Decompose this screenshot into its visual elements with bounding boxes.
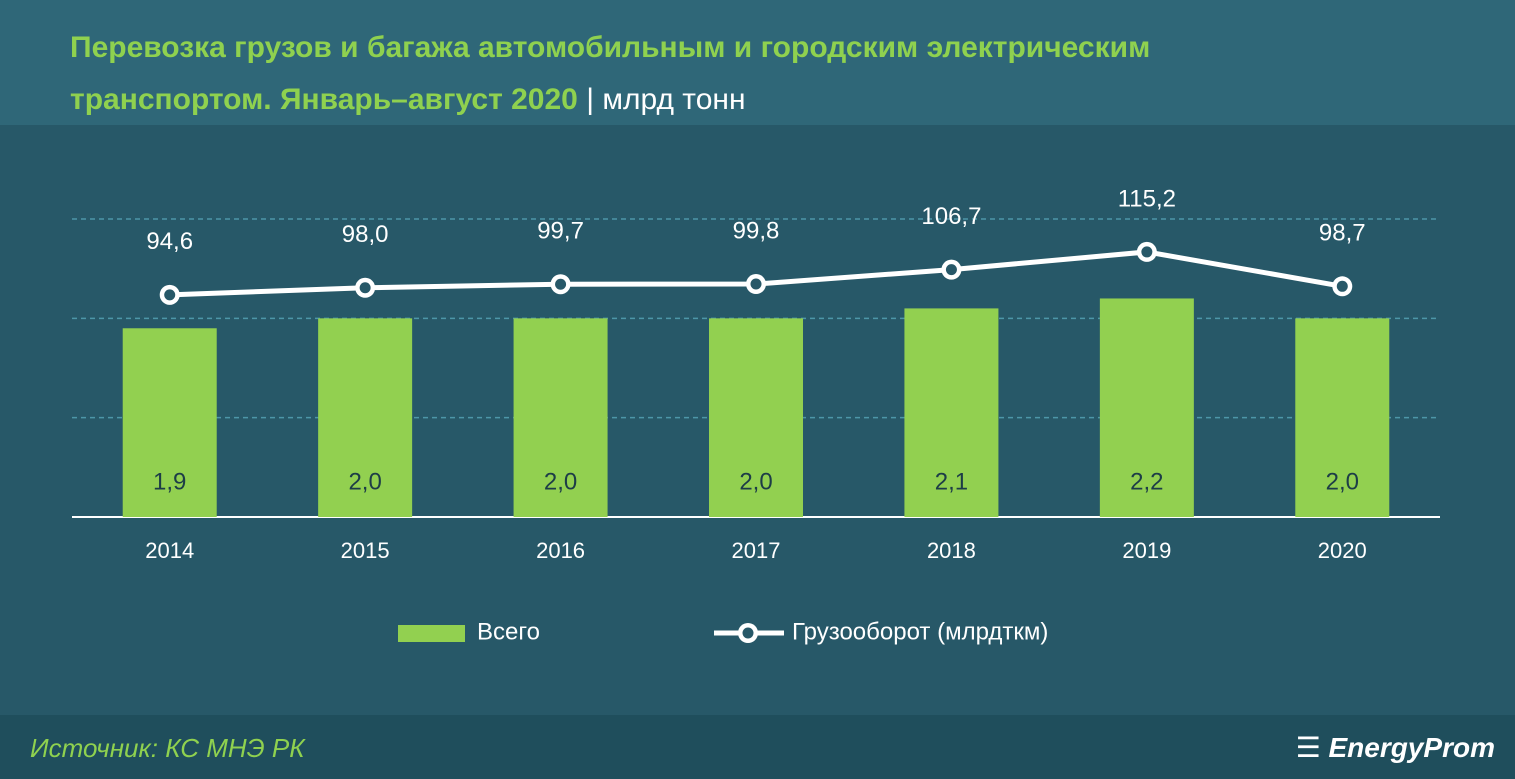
logo-icon: ☰ bbox=[1295, 732, 1321, 763]
bar-value-label: 2,0 bbox=[544, 468, 577, 495]
line-point-inner bbox=[1336, 280, 1348, 292]
line-point-inner bbox=[164, 289, 176, 301]
line-point-inner bbox=[1141, 246, 1153, 258]
bar-value-label: 2,0 bbox=[739, 468, 772, 495]
bar bbox=[1099, 298, 1194, 517]
legend-marker-inner bbox=[742, 627, 754, 639]
line-value-label: 115,2 bbox=[1118, 185, 1176, 212]
line-point-inner bbox=[555, 278, 567, 290]
title-text: Перевозка грузов и багажа автомобильным … bbox=[70, 31, 1151, 116]
x-tick-label: 2019 bbox=[1122, 538, 1171, 563]
line-point-inner bbox=[945, 264, 957, 276]
chart-title: Перевозка грузов и багажа автомобильным … bbox=[70, 22, 1270, 126]
x-tick-label: 2014 bbox=[145, 538, 194, 563]
x-tick-label: 2016 bbox=[536, 538, 585, 563]
source: Источник: КС МНЭ РК bbox=[30, 733, 305, 763]
line-value-label: 98,7 bbox=[1319, 220, 1366, 247]
line-value-label: 94,6 bbox=[146, 228, 193, 255]
legend-swatch bbox=[398, 625, 465, 642]
line-value-label: 99,8 bbox=[733, 217, 780, 244]
x-tick-label: 2015 bbox=[341, 538, 390, 563]
line-value-label: 106,7 bbox=[921, 203, 981, 230]
line-point-inner bbox=[750, 278, 762, 290]
bar bbox=[318, 318, 413, 517]
bar bbox=[122, 328, 217, 517]
bar-value-label: 2,2 bbox=[1130, 468, 1163, 495]
x-tick-label: 2018 bbox=[927, 538, 976, 563]
bar-value-label: 2,0 bbox=[348, 468, 381, 495]
header: Перевозка грузов и багажа автомобильным … bbox=[0, 0, 1515, 125]
bar-value-label: 2,1 bbox=[935, 468, 968, 495]
x-tick-label: 2020 bbox=[1318, 538, 1367, 563]
logo: ☰ EnergyProm bbox=[1296, 731, 1495, 764]
footer: Источник: КС МНЭ РК ☰ EnergyProm bbox=[0, 715, 1515, 779]
unit: | млрд тонн bbox=[586, 83, 746, 116]
bar bbox=[709, 318, 803, 517]
x-tick-label: 2017 bbox=[732, 538, 781, 563]
bar bbox=[513, 318, 608, 517]
line-point-inner bbox=[359, 282, 371, 294]
legend-label: Грузооборот (млрдткм) bbox=[792, 618, 1048, 645]
line-value-label: 98,0 bbox=[342, 221, 389, 248]
line-value-label: 99,7 bbox=[537, 218, 584, 245]
legend-label: Всего bbox=[477, 618, 540, 645]
chart: 2014 2015 2016 2017 2018 2019 2020 1,9 2,0 2,0 2,0… bbox=[72, 185, 1440, 645]
bar bbox=[1295, 318, 1390, 517]
bar-value-label: 1,9 bbox=[153, 468, 186, 495]
bar-value-label: 2,0 bbox=[1326, 468, 1359, 495]
logo-text: EnergyProm bbox=[1328, 732, 1496, 763]
bar bbox=[904, 308, 999, 517]
